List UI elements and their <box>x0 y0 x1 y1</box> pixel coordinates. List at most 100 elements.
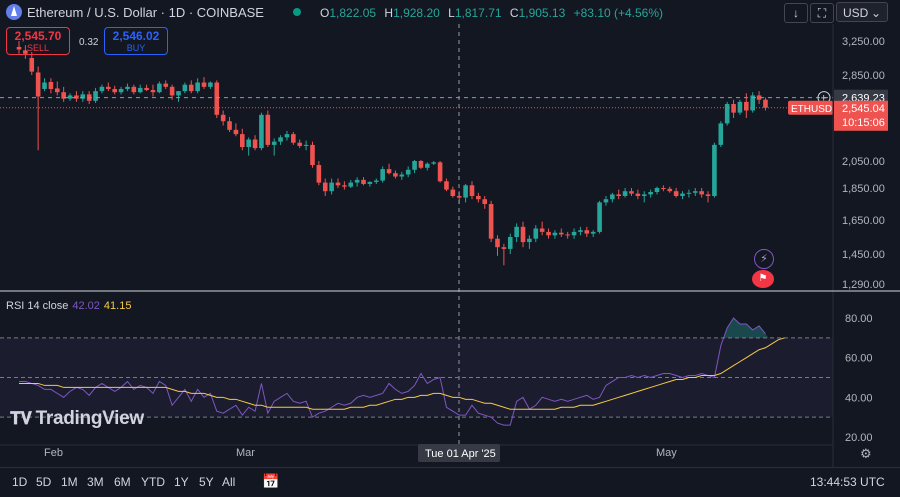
candle <box>335 178 341 188</box>
candle-body <box>488 204 494 239</box>
price-tick-label: 2,050.00 <box>842 156 885 168</box>
candle-body <box>584 230 590 234</box>
candle <box>584 226 590 237</box>
candle <box>450 186 456 198</box>
high-value: 1,928.20 <box>393 6 440 20</box>
date-range-icon[interactable]: 📅 <box>262 473 280 489</box>
bottom-toolbar <box>0 467 900 497</box>
candle-body <box>437 162 443 182</box>
timeframe-1y[interactable]: 1Y <box>174 475 189 489</box>
candle <box>737 99 743 115</box>
candle-body <box>482 199 488 204</box>
download-icon[interactable]: ↓ <box>784 3 808 23</box>
sell-button[interactable]: 2,545.70 SELL <box>6 27 70 55</box>
candle-body <box>144 87 149 91</box>
candle-body <box>744 101 749 111</box>
timeframe-3m[interactable]: 3M <box>87 475 104 489</box>
candle-body <box>501 247 507 249</box>
candle <box>182 82 188 94</box>
chevron-down-icon: ⌄ <box>870 6 881 20</box>
fullscreen-icon[interactable]: ⛶ <box>810 3 834 23</box>
candle <box>48 78 54 94</box>
candle <box>680 191 685 200</box>
candle <box>539 221 545 236</box>
candle-body <box>520 226 526 243</box>
timeframe-5d[interactable]: 5D <box>36 475 52 489</box>
lightning-icon[interactable]: ⚡ <box>754 249 774 269</box>
candle <box>622 188 628 198</box>
candle <box>488 200 494 243</box>
candle <box>188 80 194 94</box>
price-tick-label: 1,850.00 <box>842 183 885 195</box>
candle-body <box>463 185 468 198</box>
candle <box>61 86 66 102</box>
rsi-legend[interactable]: RSI 14 close 42.02 41.15 <box>6 300 132 312</box>
settings-gear-icon[interactable]: ⚙ <box>860 446 872 461</box>
candle-body <box>125 86 130 89</box>
candle <box>476 192 481 203</box>
candle <box>386 163 392 175</box>
candle-body <box>23 50 28 54</box>
time-tick-label: Mar <box>236 447 255 459</box>
spread-value: 0.32 <box>79 37 99 48</box>
candle-body <box>367 181 373 184</box>
candle <box>74 91 79 102</box>
timeframe-1m[interactable]: 1M <box>61 475 78 489</box>
symbol-title[interactable]: Ethereum / U.S. Dollar · 1D · COINBASE <box>27 5 264 20</box>
candle <box>297 139 303 149</box>
timeframe-5y[interactable]: 5Y <box>199 475 214 489</box>
us-flag-icon[interactable]: ⚑ <box>752 270 774 288</box>
candle <box>106 82 111 92</box>
candle-body <box>724 104 730 124</box>
tradingview-icon: 𝐓𝐕 <box>10 409 32 428</box>
price-tick-label: 2,850.00 <box>842 70 885 82</box>
top-bar: Ethereum / U.S. Dollar · 1D · COINBASE O… <box>0 0 900 24</box>
rsi-line <box>19 317 766 426</box>
candle-body <box>61 92 66 99</box>
candle-body <box>610 194 615 200</box>
clock[interactable]: 13:44:53 UTC <box>810 475 885 489</box>
currency-select[interactable]: USD ⌄ <box>836 2 888 22</box>
candle <box>303 140 309 151</box>
candle <box>686 189 692 198</box>
candle-body <box>163 83 169 87</box>
candle <box>176 91 181 102</box>
candle-body <box>667 188 673 192</box>
candle-body <box>29 58 35 72</box>
candle-body <box>195 82 200 92</box>
buy-button[interactable]: 2,546.02 BUY <box>104 27 168 55</box>
candle <box>763 97 768 111</box>
timeframe-all[interactable]: All <box>222 475 236 489</box>
candle-body <box>157 83 162 93</box>
candle <box>35 66 41 151</box>
candle <box>125 83 130 92</box>
candle <box>240 128 245 151</box>
candle <box>373 178 379 184</box>
candle-body <box>616 194 622 196</box>
candle-body <box>259 114 264 149</box>
candle-body <box>597 202 602 232</box>
candle-body <box>514 226 519 237</box>
timeframe-1d[interactable]: 1D <box>12 475 28 489</box>
close-value: 1,905.13 <box>518 6 566 20</box>
candle <box>756 91 762 105</box>
timeframe-ytd[interactable]: YTD <box>141 475 165 489</box>
candle <box>692 188 698 196</box>
candle <box>705 191 711 203</box>
candle <box>227 116 232 132</box>
candle-body <box>539 228 545 232</box>
candle-body <box>405 169 411 175</box>
candle <box>527 235 532 249</box>
timeframe-6m[interactable]: 6M <box>114 475 131 489</box>
tradingview-logo[interactable]: 𝐓𝐕 TradingView <box>10 408 144 429</box>
price-tick-label: 1,650.00 <box>842 215 885 227</box>
candle <box>597 200 602 234</box>
candle <box>220 110 226 126</box>
candle <box>482 196 488 209</box>
candle-body <box>93 91 98 101</box>
candle <box>233 123 239 137</box>
candle-body <box>418 161 424 168</box>
candle <box>278 135 283 145</box>
